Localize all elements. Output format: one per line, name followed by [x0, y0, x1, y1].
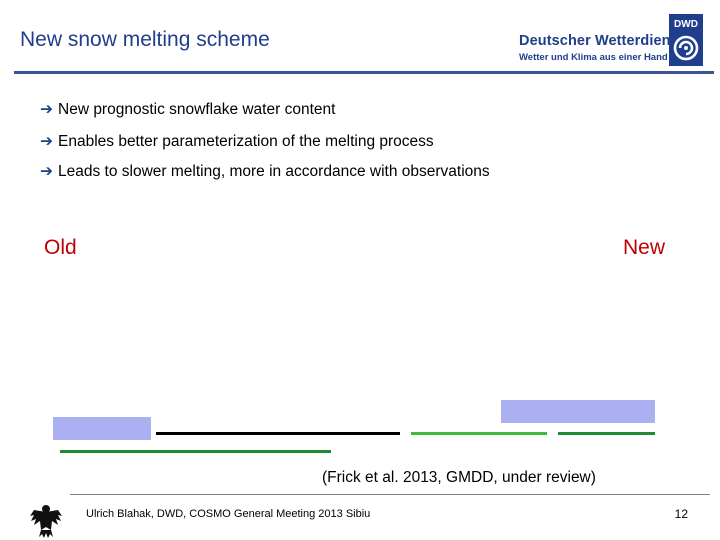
brand-name: Deutscher Wetterdienst: [519, 33, 684, 49]
old-label: Old: [44, 236, 77, 259]
bullet-text: Leads to slower melting, more in accorda…: [58, 163, 490, 180]
federal-eagle-icon: [30, 505, 62, 538]
old-green-line: [60, 450, 331, 453]
arrow-right-icon: ➔: [40, 133, 53, 150]
new-darkgreen-line: [558, 432, 655, 435]
old-legend-swatch: [53, 417, 151, 440]
arrow-right-icon: ➔: [40, 163, 53, 180]
citation: (Frick et al. 2013, GMDD, under review): [322, 469, 596, 486]
bullet-item: ➔ New prognostic snowflake water content: [40, 100, 335, 119]
old-black-line: [156, 432, 400, 435]
new-green-line: [411, 432, 547, 435]
brand-tagline: Wetter und Klima aus einer Hand: [519, 52, 668, 63]
dwd-swirl-icon: [673, 35, 699, 61]
page-number: 12: [674, 507, 688, 521]
bullet-text: Enables better parameterization of the m…: [58, 133, 434, 150]
new-legend-swatch: [501, 400, 655, 423]
header-divider: [14, 71, 714, 74]
footer-divider: [70, 494, 710, 495]
footer-author: Ulrich Blahak, DWD, COSMO General Meetin…: [86, 508, 371, 520]
arrow-right-icon: ➔: [40, 101, 53, 118]
dwd-brand: Deutscher Wetterdienst Wetter und Klima …: [519, 33, 684, 63]
dwd-logo-text: DWD: [674, 19, 698, 30]
new-label: New: [623, 236, 666, 259]
bullet-item: ➔ Enables better parameterization of the …: [40, 132, 434, 151]
dwd-logo: DWD: [669, 14, 703, 66]
bullet-item: ➔ Leads to slower melting, more in accord…: [40, 162, 490, 181]
slide-title: New snow melting scheme: [20, 28, 270, 51]
bullet-text: New prognostic snowflake water content: [58, 101, 336, 118]
